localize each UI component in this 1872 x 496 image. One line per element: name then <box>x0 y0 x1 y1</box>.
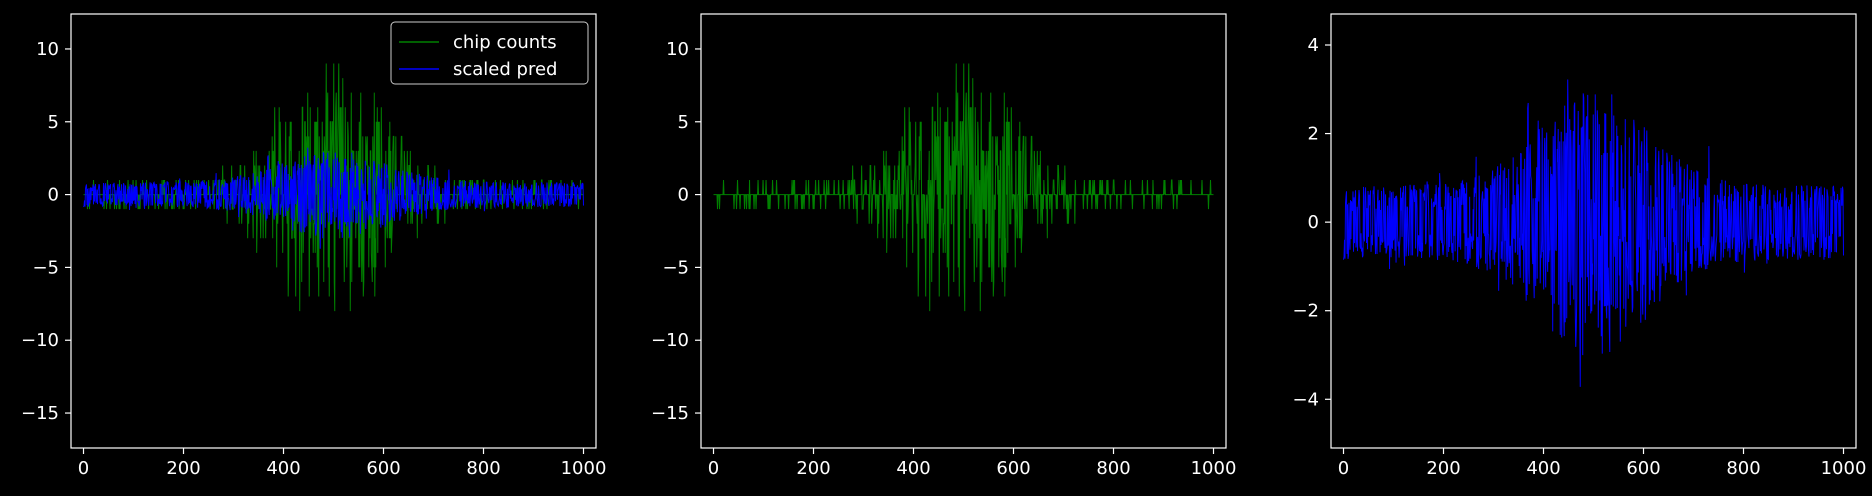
y-tick-label: −10 <box>651 330 689 351</box>
x-tick-label: 400 <box>266 458 300 479</box>
y-tick-label: 5 <box>678 112 689 133</box>
x-tick-label: 200 <box>1426 458 1460 479</box>
legend-box <box>390 21 589 85</box>
y-tick-label: −10 <box>21 330 59 351</box>
x-tick-label: 1000 <box>1191 458 1237 479</box>
x-tick-label: 1000 <box>1821 458 1867 479</box>
y-tick-label: −2 <box>1292 301 1319 322</box>
series-line-chip-counts <box>83 63 584 312</box>
y-tick-label: 0 <box>1308 212 1319 233</box>
x-tick-label: 1000 <box>561 458 607 479</box>
x-tick-label: 200 <box>166 458 200 479</box>
x-tick-label: 600 <box>1626 458 1660 479</box>
x-tick-label: 800 <box>1726 458 1760 479</box>
axes-frame <box>700 13 1227 449</box>
y-tick-label: −4 <box>1292 389 1319 410</box>
y-tick-label: −5 <box>662 257 689 278</box>
x-tick-label: 400 <box>1526 458 1560 479</box>
x-tick-label: 400 <box>896 458 930 479</box>
legend-label-scaled-pred: scaled pred <box>453 59 557 80</box>
series-line-scaled-pred <box>83 147 584 249</box>
x-tick-label: 800 <box>1096 458 1130 479</box>
y-tick-label: 10 <box>36 39 59 60</box>
axes-frame <box>1330 13 1857 449</box>
x-tick-label: 200 <box>796 458 830 479</box>
legend-label-chip-counts: chip counts <box>453 32 557 53</box>
series-line-scaled-pred <box>1343 79 1844 387</box>
y-tick-label: −5 <box>32 257 59 278</box>
x-tick-label: 0 <box>1338 458 1349 479</box>
y-tick-label: 5 <box>48 112 59 133</box>
y-tick-label: 0 <box>678 185 689 206</box>
axes-frame <box>70 13 597 449</box>
y-tick-label: 4 <box>1308 35 1319 56</box>
series-line-chip-counts <box>713 63 1214 312</box>
y-tick-label: 10 <box>666 39 689 60</box>
chart-panel-3: 0 200 400 600 800 1000 4 2 0 −2 −4 <box>1292 13 1867 479</box>
chart-panel-2: 0 200 400 600 800 1000 10 5 0 −5 −10 −15 <box>651 13 1237 479</box>
x-tick-label: 0 <box>78 458 89 479</box>
y-tick-label: −15 <box>651 403 689 424</box>
y-tick-label: 0 <box>48 185 59 206</box>
x-tick-label: 0 <box>708 458 719 479</box>
y-tick-label: −15 <box>21 403 59 424</box>
chart-panel-1: 0 200 400 600 800 1000 10 5 0 −5 −10 −15 chip counts… <box>21 13 607 479</box>
x-tick-label: 600 <box>366 458 400 479</box>
y-tick-label: 2 <box>1308 124 1319 145</box>
legend: chip counts scaled pred <box>390 21 589 85</box>
x-tick-label: 600 <box>996 458 1030 479</box>
x-tick-label: 800 <box>466 458 500 479</box>
